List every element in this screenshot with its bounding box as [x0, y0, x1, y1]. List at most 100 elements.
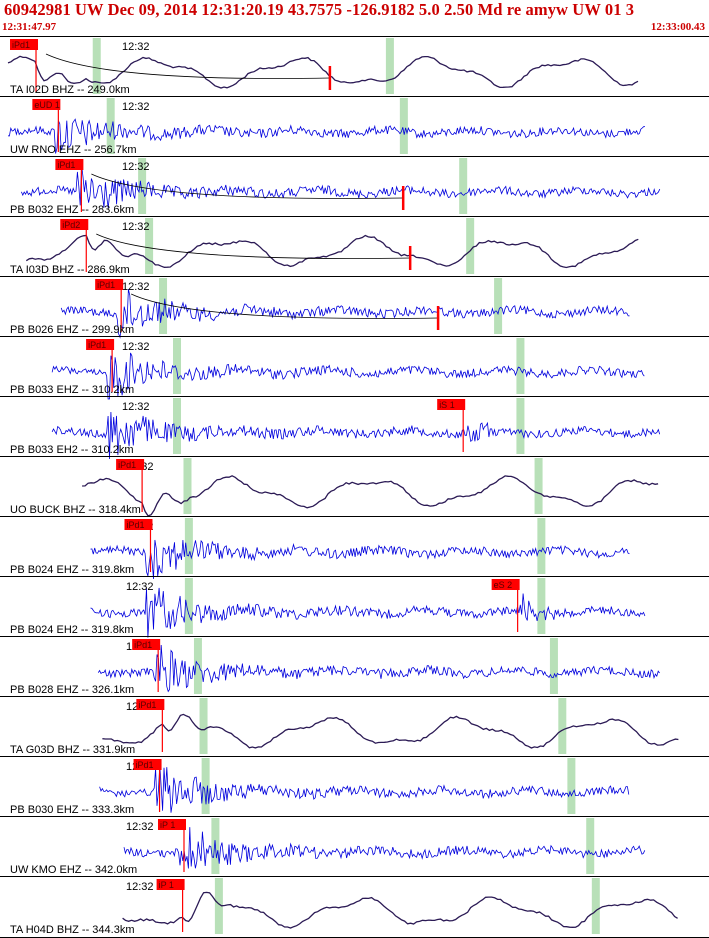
- pick-flag[interactable]: [136, 699, 165, 710]
- waveform: [25, 234, 639, 269]
- window-marker: [567, 758, 576, 814]
- window-marker: [466, 218, 475, 274]
- window-marker: [558, 698, 567, 754]
- pick-flag[interactable]: [60, 219, 89, 230]
- station-label: UW KMO EHZ -- 342.0km: [10, 864, 137, 876]
- pick-flag[interactable]: [95, 279, 124, 290]
- waveform: [21, 164, 661, 208]
- window-marker: [201, 758, 210, 814]
- trace-row: 12:32 eS 2 PB B024 EH2 -- 319.8km: [0, 576, 709, 638]
- pick-label[interactable]: iPd1: [88, 340, 106, 350]
- seismogram-panel: 12:32 iPd1 TA I02D BHZ -- 249.0km 12:32 eUD …: [0, 36, 709, 938]
- waveform: [90, 587, 646, 638]
- pick-label[interactable]: iPd1: [57, 160, 75, 170]
- pick-flag[interactable]: [124, 519, 153, 530]
- window-marker: [184, 518, 193, 574]
- coda-curve: [96, 233, 411, 259]
- time-label: 12:32: [122, 101, 150, 113]
- pick-label[interactable]: iP 1: [159, 880, 174, 890]
- pick-label[interactable]: iPd1: [138, 700, 156, 710]
- pick-label[interactable]: iPd1: [12, 40, 30, 50]
- window-end-time: 12:33:00.43: [650, 21, 705, 33]
- window-marker: [591, 878, 600, 934]
- window-marker: [537, 518, 546, 574]
- pick-label[interactable]: iPd1: [118, 460, 136, 470]
- event-title: 60942981 UW Dec 09, 2014 12:31:20.19 43.…: [4, 0, 635, 19]
- window-marker: [183, 458, 192, 514]
- trace-row: 12:32 iPd1 TA I02D BHZ -- 249.0km: [0, 36, 709, 96]
- window-marker: [145, 218, 154, 274]
- trace-row: 12:32 iPd1 PB B032 EHZ -- 283.6km: [0, 156, 709, 216]
- waveform: [99, 764, 630, 813]
- pick-label[interactable]: iPd2: [62, 220, 80, 230]
- window-marker: [549, 638, 558, 694]
- window-marker: [184, 578, 193, 634]
- time-label: 12:32: [126, 581, 154, 593]
- waveform: [123, 827, 646, 869]
- station-label: UO BUCK BHZ -- 318.4km: [10, 504, 141, 516]
- station-label: UW RNO EHZ -- 256.7km: [10, 144, 137, 156]
- pick-label[interactable]: iP 1: [160, 820, 175, 830]
- window-marker: [106, 98, 115, 154]
- pick-flag[interactable]: [156, 879, 185, 890]
- station-label: PB B026 EHZ -- 299.9km: [10, 324, 134, 336]
- window-marker: [173, 338, 182, 394]
- pick-label[interactable]: iPd1: [136, 760, 154, 770]
- time-label: 12:32: [126, 821, 154, 833]
- trace-row: 12:32 iP 1 TA H04D BHZ -- 344.3km: [0, 876, 709, 936]
- coda-curve: [91, 173, 404, 199]
- window-start-time: 12:31:47.97: [2, 21, 57, 33]
- pick-flag[interactable]: [32, 99, 61, 110]
- window-marker: [159, 278, 168, 334]
- pick-label[interactable]: iPd1: [126, 520, 144, 530]
- window-marker: [199, 698, 208, 754]
- waveform: [102, 713, 679, 749]
- pick-flag[interactable]: [491, 579, 520, 590]
- trace-row: 12:32 iPd1 PB B033 EHZ -- 310.2km: [0, 336, 709, 400]
- pick-label[interactable]: eS 2: [494, 580, 513, 590]
- pick-label[interactable]: iS 1: [439, 400, 455, 410]
- pick-flag[interactable]: [132, 639, 161, 650]
- window-marker: [537, 578, 546, 634]
- waveform: [97, 644, 660, 693]
- station-label: TA G03D BHZ -- 331.9km: [10, 744, 135, 756]
- pick-flag[interactable]: [10, 39, 39, 50]
- waveform: [60, 289, 630, 339]
- pick-flag[interactable]: [55, 159, 84, 170]
- time-label: 12:32: [122, 161, 150, 173]
- pick-flag[interactable]: [116, 459, 145, 470]
- station-label: PB B030 EHZ -- 333.3km: [10, 804, 134, 816]
- time-label: 12:32: [122, 281, 150, 293]
- window-marker: [586, 818, 595, 874]
- pick-flag[interactable]: [86, 339, 115, 350]
- pick-label[interactable]: iPd1: [97, 280, 115, 290]
- waveform: [122, 891, 678, 929]
- station-label: PB B032 EHZ -- 283.6km: [10, 204, 134, 216]
- station-label: PB B033 EH2 -- 310.2km: [10, 444, 134, 456]
- window-marker: [534, 458, 543, 514]
- time-label: 12:32: [122, 41, 150, 53]
- trace-row: 12:32 eUD 1 UW RNO EHZ -- 256.7km: [0, 96, 709, 156]
- pick-flag[interactable]: [157, 819, 186, 830]
- waveform: [51, 411, 661, 460]
- window-marker: [173, 398, 182, 454]
- station-label: PB B028 EHZ -- 326.1km: [10, 684, 134, 696]
- station-label: PB B024 EH2 -- 319.8km: [10, 624, 134, 636]
- pick-label[interactable]: iPd1: [134, 640, 152, 650]
- record-header: 60942981 UW Dec 09, 2014 12:31:20.19 43.…: [0, 0, 709, 36]
- pick-flag[interactable]: [437, 399, 466, 410]
- window-marker: [193, 638, 202, 694]
- time-label: 12:32: [126, 881, 154, 893]
- pick-label[interactable]: eUD 1: [34, 100, 60, 110]
- window-marker: [214, 878, 223, 934]
- waveform: [51, 352, 645, 400]
- pick-flag[interactable]: [133, 759, 162, 770]
- coda-curve: [45, 53, 330, 79]
- waveform: [7, 118, 646, 154]
- window-marker: [459, 158, 468, 214]
- waveform: [90, 539, 630, 580]
- window-marker: [92, 38, 101, 94]
- window-marker: [516, 398, 525, 454]
- station-label: TA H04D BHZ -- 344.3km: [10, 924, 135, 936]
